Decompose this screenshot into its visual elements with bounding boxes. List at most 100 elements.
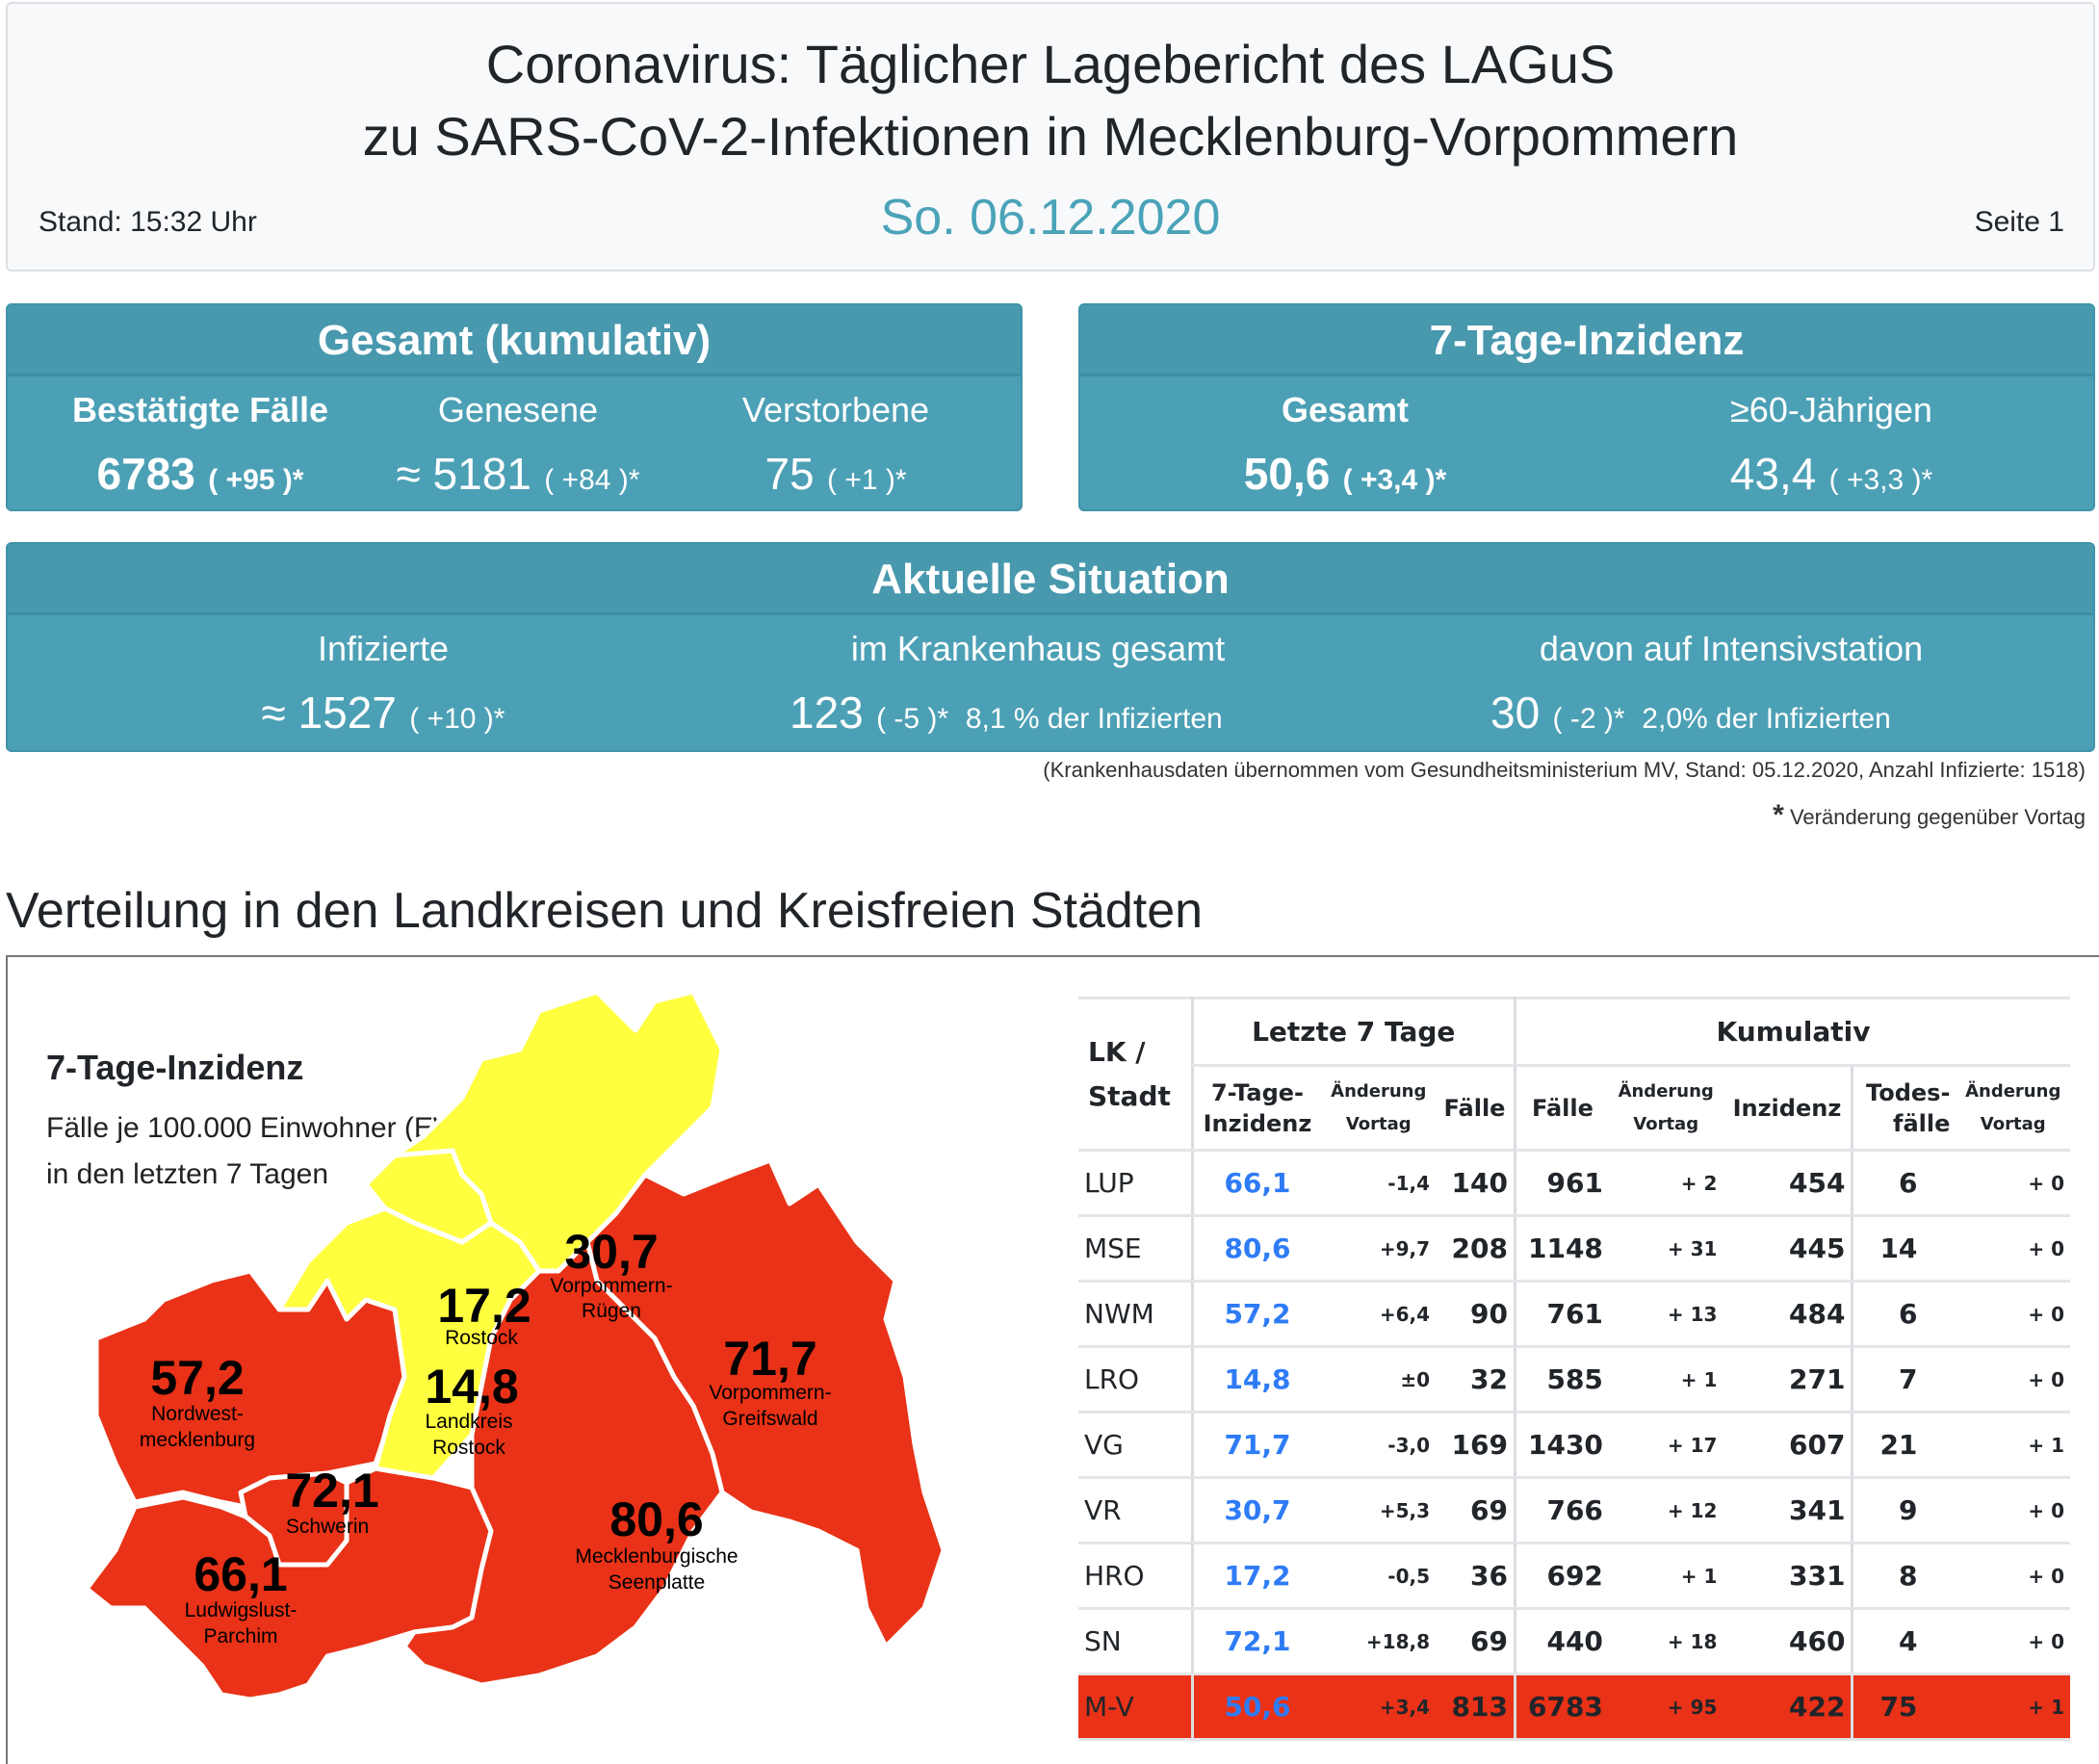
change-footnote: * Veränderung gegenüber Vortag — [1773, 799, 2086, 832]
col-cases-total: Fälle — [1513, 1065, 1609, 1152]
cell-deaths: 14 — [1851, 1215, 1956, 1283]
district-map: 57,2 Nordwest- mecklenburg 72,1 Schwerin… — [84, 992, 946, 1702]
report-title-line2: zu SARS-CoV-2-Infektionen in Mecklenburg… — [362, 106, 1739, 167]
map-value-vr: 30,7 — [564, 1225, 658, 1279]
cell-cases-total: 961 — [1513, 1150, 1609, 1217]
map-label-lro-1: Landkreis — [425, 1411, 512, 1433]
deceased-value: 75 — [764, 449, 815, 499]
icu-percent: 2,0% der Infizierten — [1642, 703, 1891, 735]
cell-cases-7day: 208 — [1436, 1215, 1516, 1283]
map-label-mse-1: Mecklenburgische — [575, 1545, 738, 1568]
cell-cum-incidence: 271 — [1723, 1346, 1853, 1414]
table-row: LRO 14,8 ±0 32 585 + 1 271 7 + 0 — [1078, 1346, 2070, 1414]
map-label-nwm-2: mecklenburg — [140, 1429, 255, 1451]
col-7day-incidence: 7-Tage- Inzidenz — [1190, 1065, 1322, 1152]
hospital-change: ( -5 )* — [876, 703, 949, 735]
icu-value: 30 — [1490, 687, 1541, 738]
table-body: LUP 66,1 -1,4 140 961 + 2 454 6 + 0 MSE 80,6 +9,7 20… — [1078, 1150, 2070, 1741]
deceased-change: ( +1 )* — [826, 464, 907, 496]
incidence-60plus-value: 43,4 — [1729, 449, 1817, 499]
cell-cases-total: 761 — [1513, 1281, 1609, 1348]
cell-deaths: 8 — [1851, 1543, 1956, 1610]
cell-cum-incidence: 454 — [1723, 1150, 1853, 1217]
col-7day-incidence-line1: 7-Tage- — [1210, 1078, 1305, 1106]
table-row: HRO 17,2 -0,5 36 692 + 1 331 8 + 0 — [1078, 1543, 2070, 1610]
cell-deaths-change: + 0 — [1956, 1543, 2070, 1610]
report-time: Stand: 15:32 Uhr — [39, 206, 257, 238]
icu-change: ( -2 )* — [1552, 703, 1625, 735]
current-situation-title: Aktuelle Situation — [8, 544, 2093, 615]
map-legend-title: 7-Tage-Inzidenz — [46, 1048, 304, 1087]
map-value-mse: 80,6 — [609, 1492, 703, 1546]
cell-cases-total: 766 — [1513, 1477, 1609, 1544]
region-vr[interactable] — [392, 992, 725, 1274]
cell-7day-incidence: 57,2 — [1190, 1281, 1322, 1348]
cell-district: SN — [1078, 1608, 1192, 1675]
group-last7days: Letzte 7 Tage — [1190, 998, 1516, 1067]
cell-incidence-change: +5,3 — [1321, 1477, 1437, 1544]
confirmed-value: 6783 — [96, 449, 195, 499]
cell-deaths-change: + 0 — [1956, 1215, 2070, 1283]
cell-cum-incidence: 460 — [1723, 1608, 1853, 1675]
cell-incidence-change: -0,5 — [1321, 1543, 1437, 1610]
cell-incidence-change: +6,4 — [1321, 1281, 1437, 1348]
cell-deaths: 6 — [1851, 1281, 1956, 1348]
report-header: Coronavirus: Täglicher Lagebericht des L… — [6, 2, 2095, 272]
cell-7day-incidence: 72,1 — [1190, 1608, 1322, 1675]
cell-deaths-change: + 0 — [1956, 1281, 2070, 1348]
col-deaths-change-line2: Vortag — [1980, 1113, 2046, 1134]
recovered: Genesene ≈ 5181 ( +84 )* — [354, 390, 682, 500]
cell-deaths: 9 — [1851, 1477, 1956, 1544]
cell-cum-incidence: 422 — [1723, 1673, 1853, 1741]
map-label-vg-1: Vorpommern- — [709, 1382, 831, 1404]
col-cases-change-line1: Änderung — [1618, 1080, 1714, 1102]
cell-district: NWM — [1078, 1281, 1192, 1348]
map-label-mse-2: Seenplatte — [609, 1571, 705, 1594]
map-labels: 57,2 Nordwest- mecklenburg 72,1 Schwerin… — [140, 1225, 832, 1647]
recovered-label: Genesene — [437, 390, 599, 429]
map-label-vr-2: Rügen — [582, 1300, 641, 1322]
map-legend-line2: in den letzten 7 Tagen — [46, 1158, 329, 1190]
table-row: VG 71,7 -3,0 169 1430 + 17 607 21 + 1 — [1078, 1412, 2070, 1479]
cell-incidence-change: +18,8 — [1321, 1608, 1437, 1675]
incidence-total-value: 50,6 — [1243, 449, 1331, 499]
cell-cum-incidence: 445 — [1723, 1215, 1853, 1283]
hospital-label: im Krankenhaus gesamt — [850, 629, 1226, 668]
report-date: So. 06.12.2020 — [880, 190, 1221, 246]
report-title-line1: Coronavirus: Täglicher Lagebericht des L… — [485, 34, 1616, 94]
table-total-row: M-V 50,6 +3,4 813 6783 + 95 422 75 + 1 — [1078, 1673, 2070, 1741]
infected-label: Infizierte — [317, 629, 450, 668]
section-title: Verteilung in den Landkreisen und Kreisf… — [6, 883, 1204, 939]
recovered-change: ( +84 )* — [544, 464, 640, 496]
table-row: VR 30,7 +5,3 69 766 + 12 341 9 + 0 — [1078, 1477, 2070, 1544]
cell-incidence-change: +9,7 — [1321, 1215, 1437, 1283]
col-deaths-change-line1: Änderung — [1965, 1080, 2061, 1102]
cell-incidence-change: ±0 — [1321, 1346, 1437, 1414]
map-label-lro-2: Rostock — [432, 1437, 505, 1459]
cell-cases-change: + 12 — [1608, 1477, 1723, 1544]
page-number: Seite 1 — [1974, 206, 2064, 238]
cell-deaths-change: + 0 — [1956, 1608, 2070, 1675]
cell-cases-total: 692 — [1513, 1543, 1609, 1610]
cell-7day-incidence: 50,6 — [1190, 1673, 1322, 1741]
cell-cases-change: + 1 — [1608, 1543, 1723, 1610]
confirmed-label: Bestätigte Fälle — [71, 390, 329, 429]
map-label-hro: Rostock — [445, 1327, 518, 1349]
region-mse[interactable] — [402, 1239, 725, 1688]
map-label-nwm-1: Nordwest- — [151, 1403, 244, 1425]
cell-cases-change: + 13 — [1608, 1281, 1723, 1348]
incidence-total-label: Gesamt — [1281, 390, 1410, 429]
cell-cases-7day: 813 — [1436, 1673, 1516, 1741]
col-cases-7day: Fälle — [1436, 1065, 1516, 1152]
cell-cum-incidence: 341 — [1723, 1477, 1853, 1544]
cell-incidence-change: -1,4 — [1321, 1150, 1437, 1217]
cell-7day-incidence: 14,8 — [1190, 1346, 1322, 1414]
incidence-panel-title: 7-Tage-Inzidenz — [1080, 305, 2093, 376]
cell-district: M-V — [1078, 1673, 1192, 1741]
infected: Infizierte ≈ 1527 ( +10 )* — [181, 629, 585, 739]
map-value-vg: 71,7 — [723, 1332, 816, 1386]
distribution-box — [6, 955, 2099, 1764]
col-deaths-change: Änderung Vortag — [1956, 1065, 2070, 1152]
cell-district: MSE — [1078, 1215, 1192, 1283]
col-district-line1: LK / — [1088, 1035, 1146, 1068]
